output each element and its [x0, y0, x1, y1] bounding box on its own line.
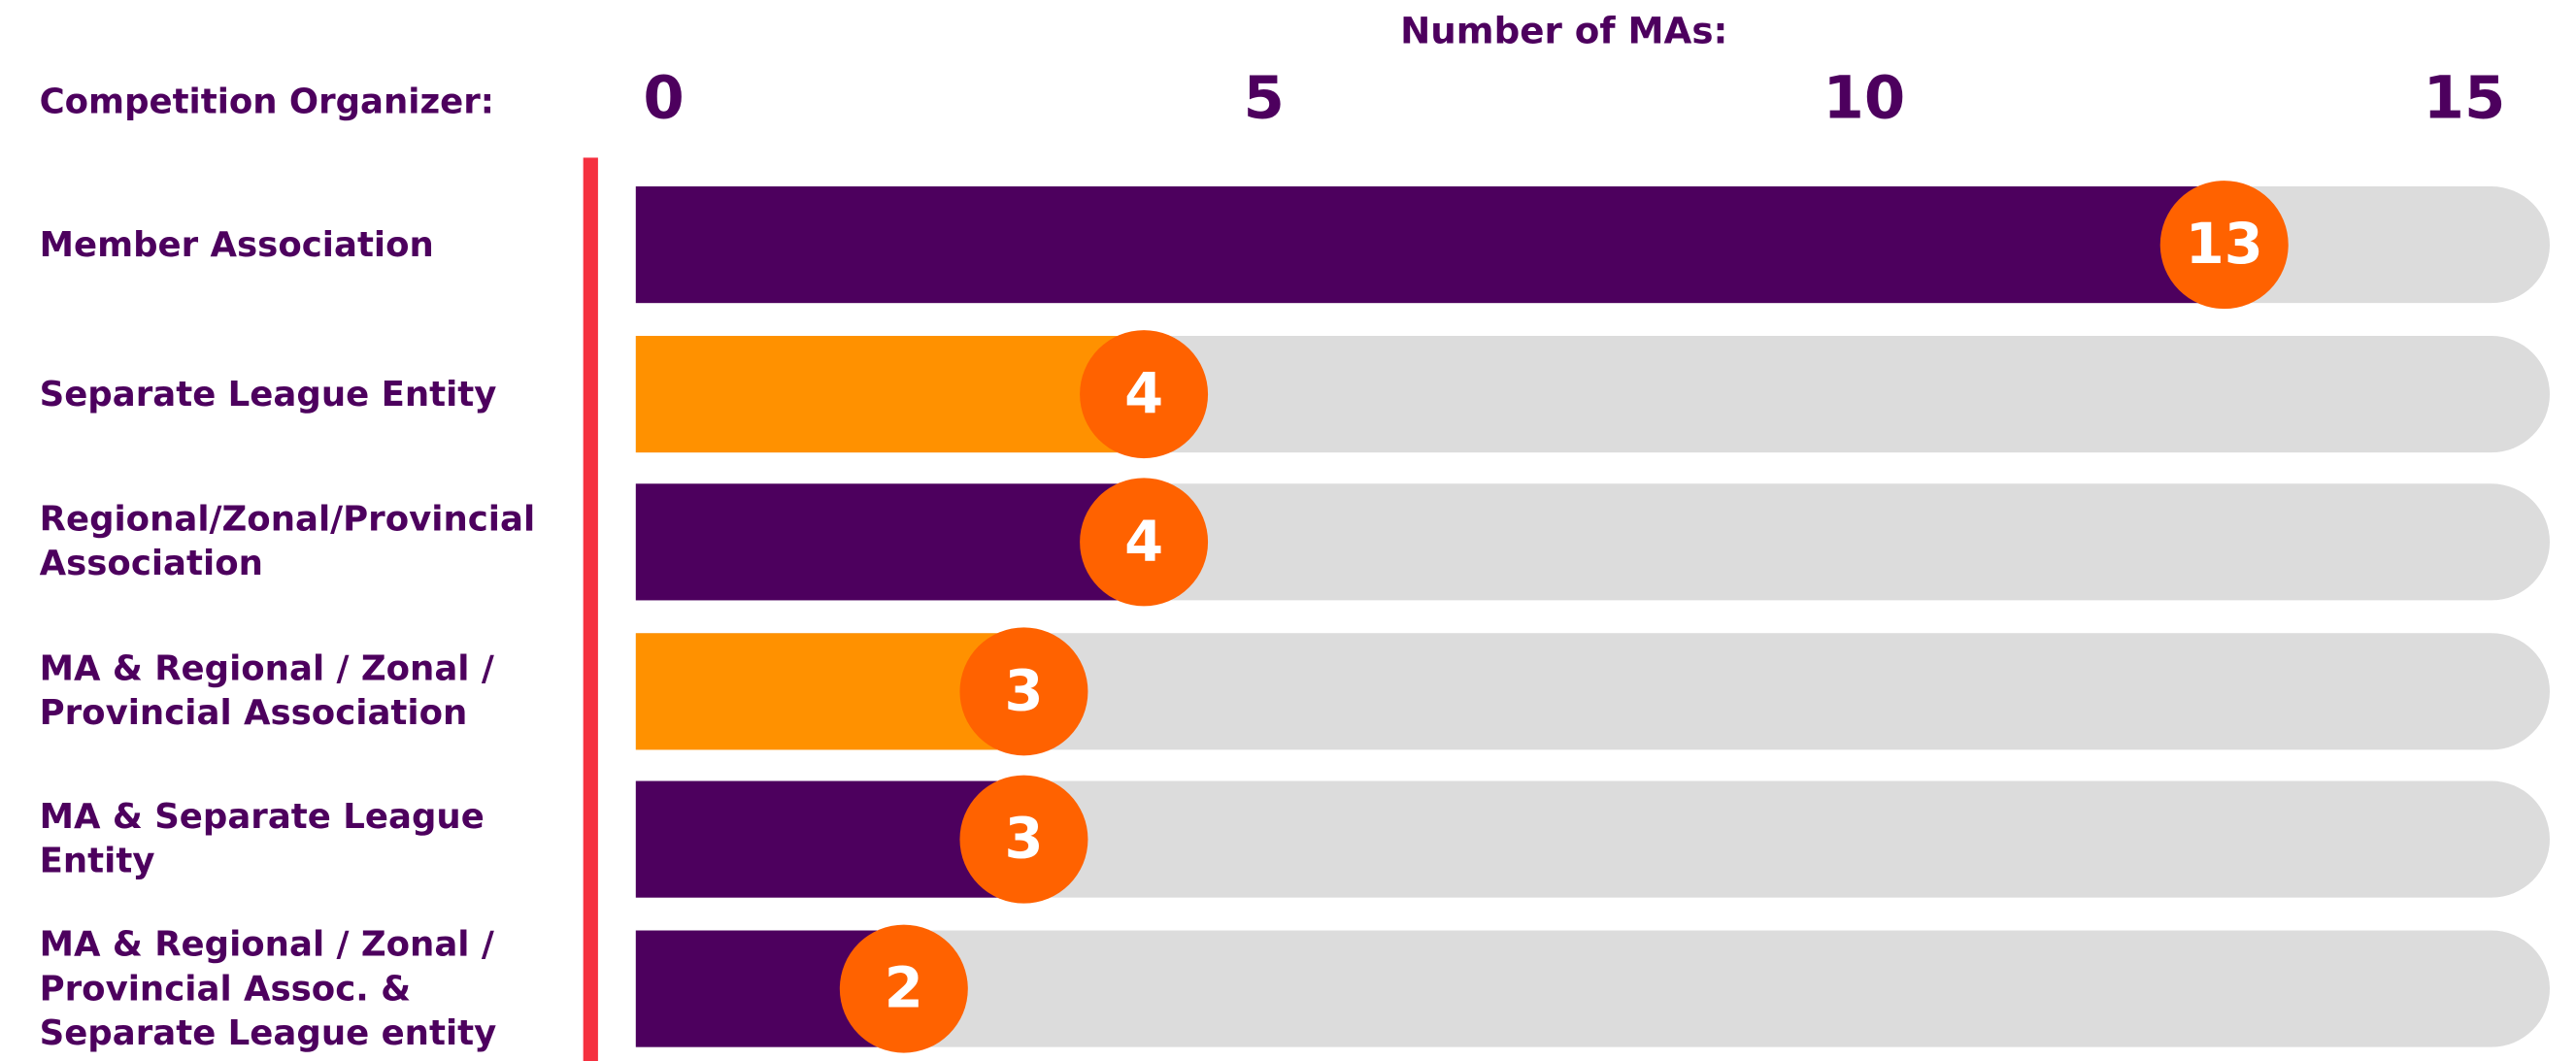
- divider: [583, 157, 598, 1061]
- value-badge: [2159, 181, 2289, 310]
- value-badge: [959, 775, 1088, 904]
- value-badge: [839, 924, 968, 1053]
- bar: [635, 336, 1145, 453]
- value-label: 4: [1124, 509, 1163, 574]
- value-label: 4: [1124, 361, 1163, 426]
- bar: [635, 633, 1024, 750]
- category-label: MA & Separate League Entity: [39, 796, 485, 880]
- x-tick-label: 0: [643, 63, 684, 132]
- category-label: Separate League Entity: [39, 373, 497, 414]
- bar: [635, 186, 2225, 304]
- x-tick-label: 5: [1244, 63, 1285, 132]
- category-label: Member Association: [39, 223, 434, 264]
- bar-track: [635, 780, 2550, 898]
- bar: [635, 780, 1024, 898]
- value-label: 3: [1004, 807, 1043, 872]
- value-label: 13: [2186, 212, 2263, 277]
- category-label: Regional/Zonal/Provincial Association: [39, 499, 536, 583]
- value-label: 2: [885, 956, 923, 1021]
- chart-title: Number of MAs:: [1400, 9, 1727, 51]
- value-label: 3: [1004, 658, 1043, 723]
- value-badge: [1080, 330, 1209, 459]
- value-badge: [1080, 478, 1209, 607]
- value-badge: [959, 627, 1088, 756]
- y-axis-label: Competition Organizer:: [40, 83, 494, 122]
- x-tick-label: 10: [1823, 63, 1905, 132]
- bar-track: [635, 633, 2550, 750]
- category-label: MA & Regional / Zonal / Provincial Assoc…: [39, 648, 494, 733]
- bar-track: [635, 930, 2550, 1047]
- x-tick-label: 15: [2424, 63, 2506, 132]
- bar: [635, 483, 1145, 601]
- category-label: MA & Regional / Zonal / Provincial Assoc…: [39, 923, 497, 1052]
